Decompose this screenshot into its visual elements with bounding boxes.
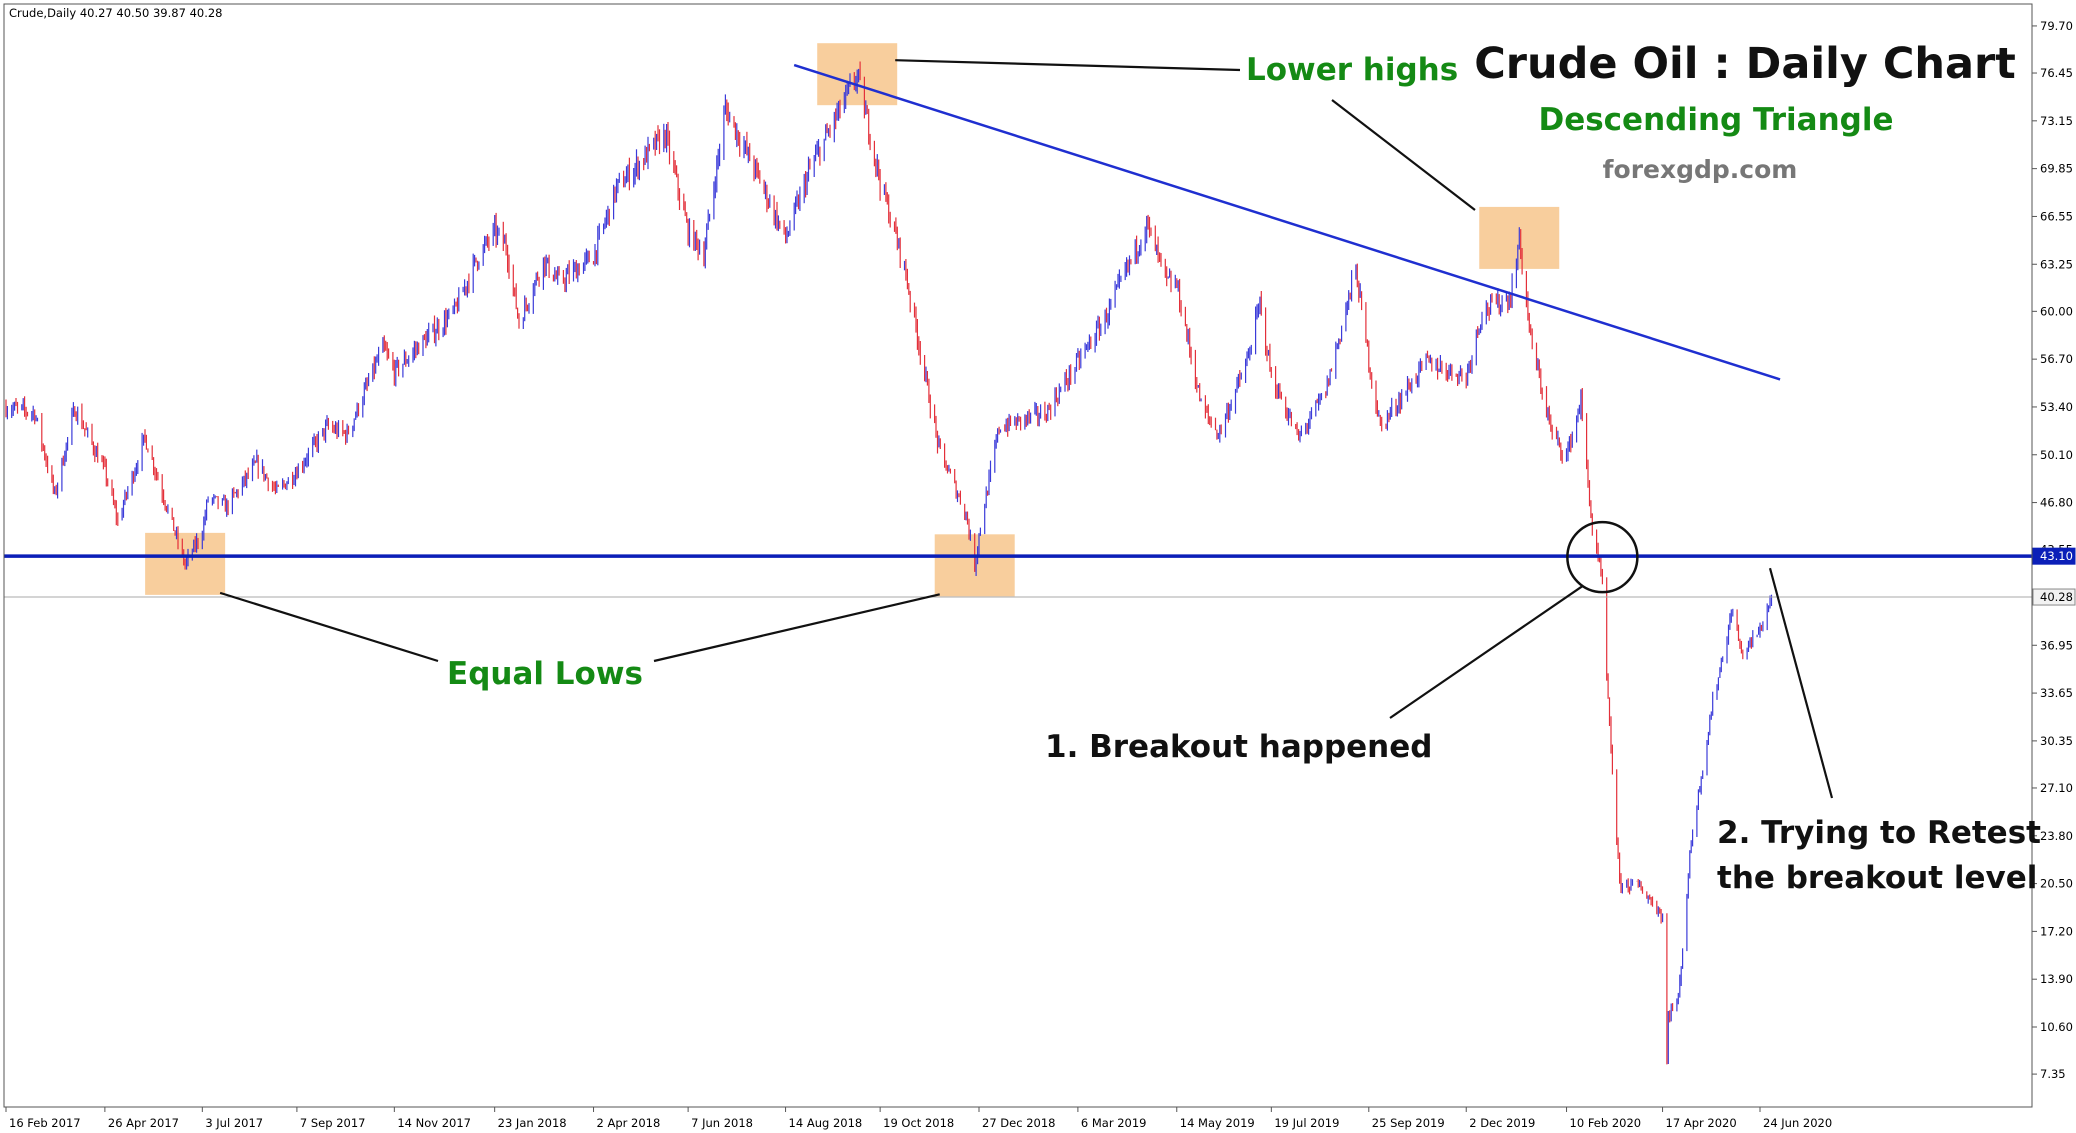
pointer-line xyxy=(219,591,439,663)
symbol-info: Crude,Daily 40.27 40.50 39.87 40.28 xyxy=(9,6,223,20)
y-tick-label: 33.65 xyxy=(2040,686,2073,700)
price-tag xyxy=(2032,588,2076,606)
x-tick-label: 25 Sep 2019 xyxy=(1372,1116,1445,1130)
x-tick-label: 7 Sep 2017 xyxy=(300,1116,366,1130)
descending-trendline xyxy=(793,63,1781,381)
x-tick-label: 14 May 2019 xyxy=(1180,1116,1255,1130)
x-tick-label: 7 Jun 2018 xyxy=(691,1116,753,1130)
y-tick-label: 63.25 xyxy=(2040,257,2073,271)
chart-title: Crude Oil : Daily Chart xyxy=(1474,39,2016,89)
x-tick-label: 6 Mar 2019 xyxy=(1081,1116,1147,1130)
source-text: forexgdp.com xyxy=(1603,155,1798,184)
y-tick-label: 36.95 xyxy=(2040,638,2073,652)
y-tick-label: 23.80 xyxy=(2040,829,2073,843)
x-tick-label: 26 Apr 2017 xyxy=(108,1116,179,1130)
x-tick-label: 10 Feb 2020 xyxy=(1570,1116,1642,1130)
y-tick-label: 76.45 xyxy=(2040,66,2073,80)
y-tick-label: 53.40 xyxy=(2040,400,2073,414)
x-tick-label: 3 Jul 2017 xyxy=(205,1116,263,1130)
breakout-label: 1. Breakout happened xyxy=(1045,729,1432,765)
y-tick-label: 56.70 xyxy=(2040,352,2073,366)
candlestick-series xyxy=(5,61,1773,1065)
equal-lows-label: Equal Lows xyxy=(447,656,643,692)
x-tick-label: 16 Feb 2017 xyxy=(9,1116,81,1130)
x-tick-label: 2 Apr 2018 xyxy=(597,1116,661,1130)
y-tick-label: 66.55 xyxy=(2040,209,2073,223)
y-tick-label: 17.20 xyxy=(2040,924,2073,938)
pointer-line xyxy=(895,59,1241,72)
y-tick-label: 73.15 xyxy=(2040,114,2073,128)
pointer-line xyxy=(1331,99,1476,211)
breakout-circle xyxy=(1566,520,1639,594)
price-tag xyxy=(2032,547,2076,565)
retest-label-line1: 2. Trying to Retest xyxy=(1717,815,2041,851)
y-tick-label: 60.00 xyxy=(2040,304,2073,318)
y-axis: 79.70 76.45 73.15 69.85 66.55 63.25 60.00 56.70… xyxy=(2032,19,2076,1081)
x-tick-label: 24 Jun 2020 xyxy=(1763,1116,1832,1130)
y-tick-label: 20.50 xyxy=(2040,877,2073,891)
x-tick-label: 27 Dec 2018 xyxy=(982,1116,1055,1130)
y-tick-label: 50.10 xyxy=(2040,448,2073,462)
y-tick-label: 27.10 xyxy=(2040,781,2073,795)
x-tick-label: 23 Jan 2018 xyxy=(498,1116,567,1130)
y-tick-label: 79.70 xyxy=(2040,19,2073,33)
x-tick-label: 17 Apr 2020 xyxy=(1666,1116,1737,1130)
retest-label-line2: the breakout level xyxy=(1717,860,2037,896)
pointer-line xyxy=(1768,567,1834,799)
lower-highs-label: Lower highs xyxy=(1246,52,1458,88)
y-tick-label: 30.35 xyxy=(2040,734,2073,748)
x-axis: 16 Feb 2017 26 Apr 2017 3 Jul 2017 7 Sep 20… xyxy=(5,1107,1832,1130)
y-tick-label: 69.85 xyxy=(2040,162,2073,176)
y-tick-label: 7.35 xyxy=(2040,1067,2066,1081)
pointer-line xyxy=(1389,585,1583,719)
x-tick-label: 14 Aug 2018 xyxy=(789,1116,863,1130)
price-tag-label: 43.10 xyxy=(2040,549,2073,563)
x-tick-label: 2 Dec 2019 xyxy=(1469,1116,1535,1130)
y-tick-label: 10.60 xyxy=(2040,1020,2073,1034)
price-tag-label: 40.28 xyxy=(2040,590,2073,604)
x-tick-label: 19 Jul 2019 xyxy=(1274,1116,1339,1130)
annotation-pointers xyxy=(219,59,1834,799)
y-tick-label: 46.80 xyxy=(2040,496,2073,510)
x-tick-label: 19 Oct 2018 xyxy=(883,1116,954,1130)
y-tick-label: 13.90 xyxy=(2040,972,2073,986)
x-tick-label: 14 Nov 2017 xyxy=(397,1116,471,1130)
chart-subtitle: Descending Triangle xyxy=(1538,102,1893,138)
pointer-line xyxy=(653,593,940,663)
